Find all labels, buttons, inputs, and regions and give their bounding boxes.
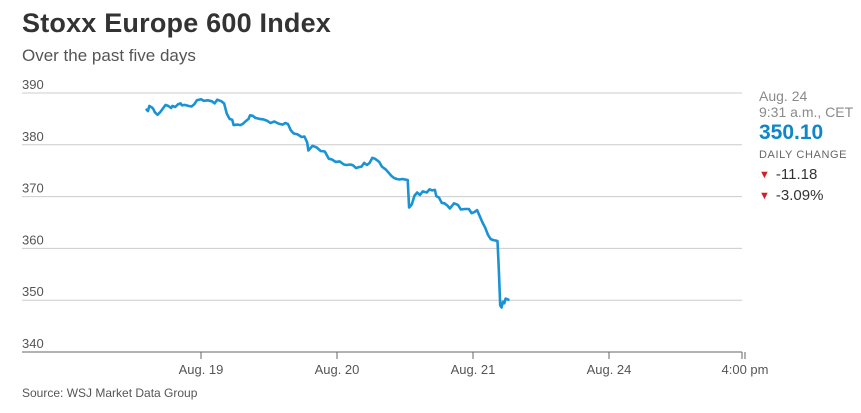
quote-date: Aug. 24 <box>759 88 808 104</box>
x-tick-label: Aug. 21 <box>451 362 496 377</box>
series-line <box>145 97 510 309</box>
y-axis: 390 380 370 360 350 340 <box>22 77 44 351</box>
change-absolute-value: -11.18 <box>775 165 818 183</box>
down-triangle-icon: ▼ <box>759 190 770 203</box>
chart-title: Stoxx Europe 600 Index <box>22 8 332 38</box>
grid <box>22 92 742 353</box>
chart-subtitle: Over the past five days <box>22 46 196 65</box>
y-tick-label: 380 <box>22 129 44 144</box>
y-tick-label: 340 <box>22 336 44 351</box>
quote-time: 9:31 a.m., CET <box>759 104 854 121</box>
y-tick-label: 370 <box>22 181 44 196</box>
quote-panel: Aug. 24 9:31 a.m., CET 350.10 DAILY CHAN… <box>759 88 859 204</box>
y-tick-label: 360 <box>22 232 44 247</box>
x-tick-label: 4:00 pm <box>722 362 769 377</box>
change-absolute: ▼ -11.18 <box>759 166 859 183</box>
x-axis: Aug. 19 Aug. 20 Aug. 21 Aug. 24 4:00 pm <box>179 352 769 377</box>
x-tick-label: Aug. 24 <box>587 362 632 377</box>
down-triangle-icon: ▼ <box>759 168 770 181</box>
change-percent-value: -3.09% <box>775 187 824 205</box>
y-tick-label: 350 <box>22 284 44 299</box>
change-percent: ▼ -3.09% <box>759 187 859 204</box>
series <box>145 97 510 309</box>
x-tick-label: Aug. 19 <box>179 362 224 377</box>
source-note: Source: WSJ Market Data Group <box>22 386 198 400</box>
quote-price: 350.10 <box>759 121 824 145</box>
daily-change-label: DAILY CHANGE <box>759 149 848 162</box>
y-tick-label: 390 <box>22 77 44 92</box>
x-tick-label: Aug. 20 <box>315 362 360 377</box>
